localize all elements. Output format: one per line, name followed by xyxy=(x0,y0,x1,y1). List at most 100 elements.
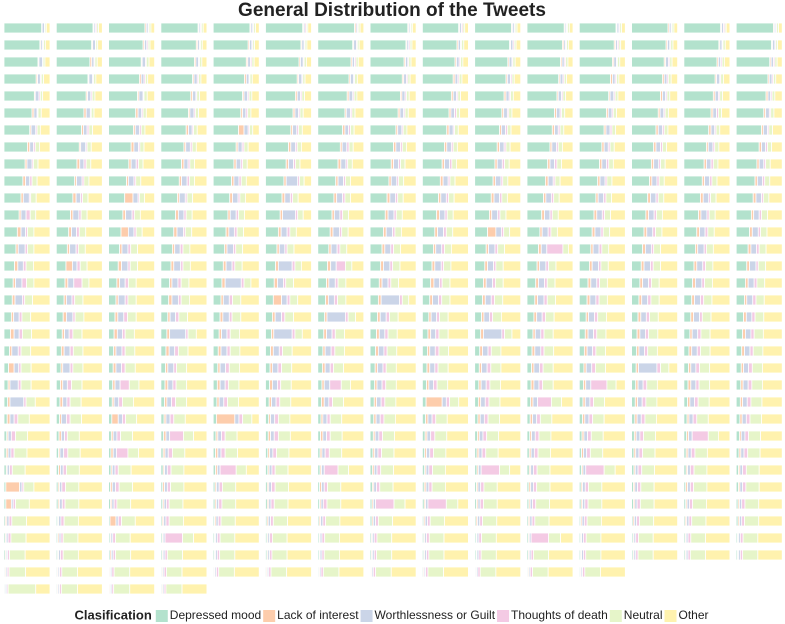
bar-segment xyxy=(474,294,483,306)
bar-segment xyxy=(317,107,346,119)
bar-segment xyxy=(369,39,407,51)
bar-segment xyxy=(134,345,156,357)
bar-segment xyxy=(540,345,545,357)
bar-segment xyxy=(437,362,449,374)
bar-segment xyxy=(480,328,484,340)
bar-segment xyxy=(286,532,312,544)
bar-segment xyxy=(526,379,532,391)
bar-segment xyxy=(631,73,663,85)
bar-segment xyxy=(344,328,365,340)
bar-segment xyxy=(317,158,339,170)
bar-segment xyxy=(434,345,440,357)
bar-segment xyxy=(763,294,783,306)
bar-segment xyxy=(725,22,731,34)
bar-segment xyxy=(160,73,194,85)
bar-segment xyxy=(606,379,617,391)
bar-segment xyxy=(631,90,661,102)
bar-segment xyxy=(332,226,340,238)
bar-segment xyxy=(588,311,595,323)
bar-segment xyxy=(282,209,296,221)
bar-segment xyxy=(421,379,427,391)
bar-segment xyxy=(238,209,245,221)
bar-segment xyxy=(232,294,242,306)
bar-segment xyxy=(317,56,352,68)
bar-segment xyxy=(23,481,35,493)
bar-segment xyxy=(778,22,783,34)
bar-segment xyxy=(227,379,240,391)
bar-segment xyxy=(683,277,694,289)
bar-segment xyxy=(113,498,118,510)
bar-segment xyxy=(474,175,494,187)
bar-segment xyxy=(631,226,645,238)
bar-segment xyxy=(526,226,541,238)
bar-segment xyxy=(300,260,312,272)
bar-segment xyxy=(121,362,126,374)
bar-segment xyxy=(60,515,65,527)
bar-segment xyxy=(7,583,37,595)
bar-segment xyxy=(555,294,574,306)
bar-segment xyxy=(637,464,643,476)
bar-segment xyxy=(144,192,155,204)
bar-segment xyxy=(326,498,342,510)
bar-segment xyxy=(448,124,454,136)
bar-segment xyxy=(458,396,469,408)
bar-segment xyxy=(693,311,700,323)
bar-segment xyxy=(357,56,365,68)
bar-segment xyxy=(26,277,35,289)
bar-segment xyxy=(555,260,574,272)
bar-segment xyxy=(273,498,289,510)
bar-segment xyxy=(735,56,771,68)
bar-segment xyxy=(227,396,239,408)
bar-segment xyxy=(317,141,341,153)
bar-segment xyxy=(289,413,312,425)
bar-segment xyxy=(453,192,469,204)
bar-segment xyxy=(652,532,678,544)
bar-segment xyxy=(379,413,385,425)
bar-segment xyxy=(272,515,288,527)
bar-segment xyxy=(369,413,375,425)
bar-segment xyxy=(140,175,156,187)
bar-segment xyxy=(609,90,615,102)
bar-segment xyxy=(317,90,348,102)
bar-segment xyxy=(292,192,299,204)
bar-segment xyxy=(639,515,655,527)
legend-label: Thoughts of death xyxy=(511,608,608,622)
bar-segment xyxy=(326,430,331,442)
bar-segment xyxy=(550,226,558,238)
bar-segment xyxy=(301,90,305,102)
bar-segment xyxy=(288,481,312,493)
bar-segment xyxy=(108,328,115,340)
bar-segment xyxy=(336,243,341,255)
bar-segment xyxy=(378,277,383,289)
bar-segment xyxy=(322,498,328,510)
bar-segment xyxy=(111,413,119,425)
bar-segment xyxy=(75,192,82,204)
bar-segment xyxy=(130,549,155,561)
bar-segment xyxy=(183,158,189,170)
bar-segment xyxy=(384,328,389,340)
bar-segment xyxy=(185,209,193,221)
bar-segment xyxy=(265,56,300,68)
bar-segment xyxy=(384,396,397,408)
bar-segment xyxy=(287,515,312,527)
bar-segment xyxy=(751,311,756,323)
bar-segment xyxy=(321,481,325,493)
bar-segment xyxy=(712,158,719,170)
bar-segment xyxy=(340,158,347,170)
bar-segment xyxy=(421,56,456,68)
bar-segment xyxy=(216,532,221,544)
bar-segment xyxy=(79,158,85,170)
bar-segment xyxy=(656,345,678,357)
bar-segment xyxy=(714,209,731,221)
bar-segment xyxy=(343,396,365,408)
bar-segment xyxy=(124,192,134,204)
bar-segment xyxy=(375,498,395,510)
bar-segment xyxy=(14,260,19,272)
legend-label: Neutral xyxy=(624,608,663,622)
bar-segment xyxy=(654,464,678,476)
bar-segment xyxy=(30,362,51,374)
bar-segment xyxy=(64,430,68,442)
bar-segment xyxy=(709,362,731,374)
bar-segment xyxy=(36,175,51,187)
bar-segment xyxy=(164,379,169,391)
